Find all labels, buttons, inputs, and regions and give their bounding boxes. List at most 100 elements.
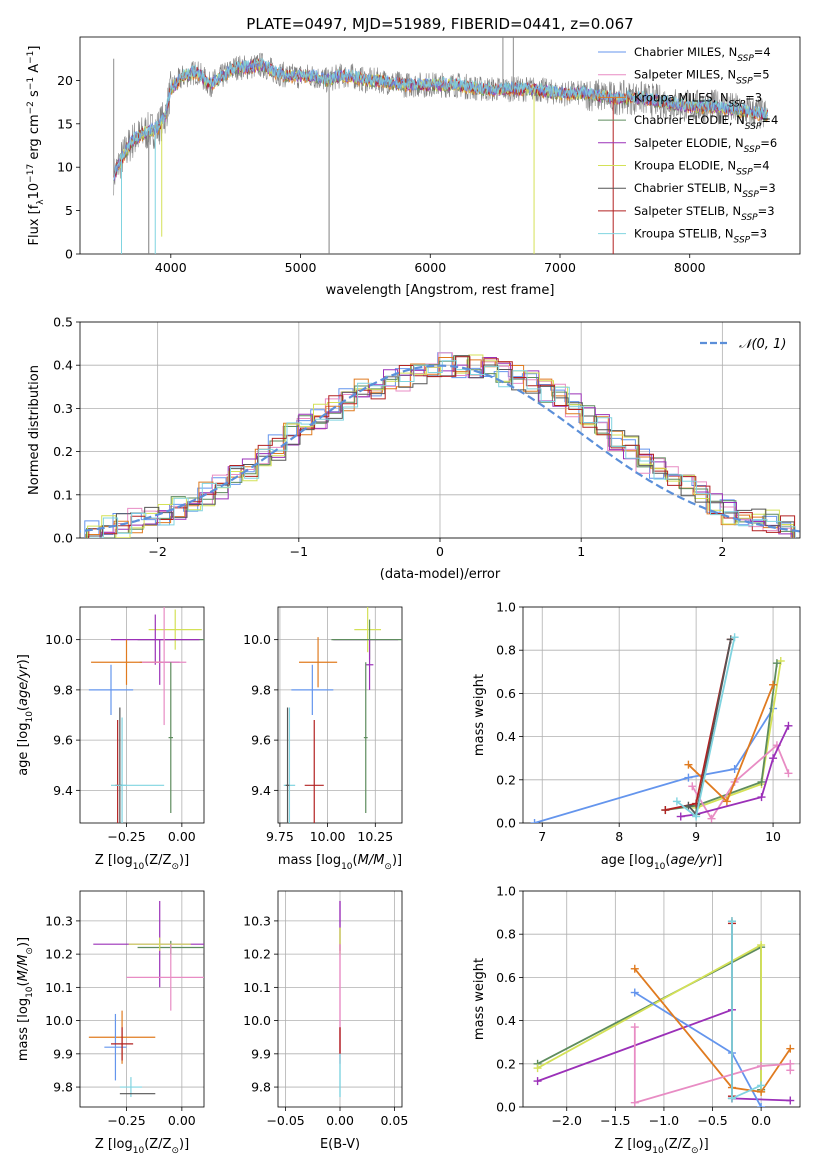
y-tick-label: 0.2: [496, 1056, 516, 1071]
label-part: =5: [753, 68, 770, 82]
histogram-y-label: Normed distribution: [27, 365, 42, 495]
label-part: age [log: [601, 853, 654, 868]
label-part: )]: [16, 654, 31, 664]
label-part: 10: [27, 183, 42, 200]
massweight_vs_age-series: [530, 633, 793, 823]
label-part: mass [log: [16, 998, 31, 1061]
x-tick-label: 4000: [155, 260, 187, 275]
legend-entry: Kroupa STELIB, NSSP=3: [634, 227, 767, 246]
label-part: Chabrier STELIB, N: [634, 181, 742, 195]
label-part: −17: [26, 164, 36, 183]
x-tick-label: 0: [436, 544, 444, 559]
y-tick-label: 10: [57, 160, 73, 175]
y-tick-label: 9.8: [251, 682, 271, 697]
mass_vs_Z-points: [88, 900, 204, 1098]
label-part: =4: [761, 113, 778, 127]
age_vs_mass-axes: 9.75 10.00 10.25 9.4 9.6 9.8 10.0 mass [log10(M…: [243, 606, 403, 872]
x-tick-label: 7000: [544, 260, 576, 275]
label-part: Z [log: [614, 1137, 652, 1152]
y-tick-label: 0.0: [496, 1100, 516, 1115]
label-part: s: [27, 90, 42, 101]
histogram-steps: [80, 352, 800, 538]
label-part: SSP: [742, 190, 759, 200]
label-part: Salpeter STELIB, N: [634, 204, 741, 218]
x-tick-label: −0.5: [697, 1113, 727, 1128]
label-part: =4: [753, 159, 770, 173]
legend-entry: Chabrier STELIB, NSSP=3: [634, 181, 776, 200]
spectrum-y-label: Flux [fλ10−17 erg cm−2 s−1 A−1]: [26, 46, 46, 246]
spectrum-axes: 4000 5000 6000 7000 8000 0 5 10 15 20 wavelength […: [26, 36, 801, 298]
weight-z-x-label: Z [log10(Z/Z⊙)]: [614, 1137, 708, 1156]
x-tick-label: −0.25: [107, 829, 145, 844]
label-part: =3: [759, 181, 776, 195]
y-tick-label: 0.0: [53, 531, 73, 546]
ebv-x-label: E(B-V): [320, 1137, 360, 1152]
age_vs_mass-points: [283, 607, 402, 823]
y-tick-label: 0.4: [496, 729, 516, 744]
histogram-frame: [79, 321, 801, 539]
label-part: −1: [26, 51, 36, 64]
y-tick-label: 9.4: [251, 783, 271, 798]
label-part: =3: [758, 204, 775, 218]
legend-entry: Salpeter MILES, NSSP=5: [634, 68, 770, 87]
y-tick-label: 0.3: [53, 401, 73, 416]
label-part: A: [27, 64, 42, 77]
label-part: =3: [745, 90, 762, 104]
label-part: (: [16, 706, 31, 711]
y-tick-label: 0.2: [496, 772, 516, 787]
spectrum-x-label: wavelength [Angstrom, rest frame]: [326, 283, 555, 298]
y-tick-label: 9.8: [251, 1080, 271, 1095]
x-tick-label: 9: [692, 829, 700, 844]
y-tick-label: 0.8: [496, 927, 516, 942]
y-tick-label: 0.4: [496, 1013, 516, 1028]
label-part: ⊙: [384, 862, 392, 872]
model-spectrum-line: [113, 58, 769, 177]
y-tick-label: 10.0: [243, 1013, 271, 1028]
x-tick-label: −2.0: [552, 1113, 582, 1128]
label-part: )]: [699, 1137, 709, 1152]
spectrum-frame: [79, 36, 801, 255]
weight-age-x-label: age [log10(age/yr)]: [601, 853, 723, 872]
y-tick-label: 10.1: [243, 980, 271, 995]
label-part: Z [log: [95, 853, 133, 868]
label-part: (Z/Z: [144, 1137, 171, 1152]
label-part: )]: [712, 853, 722, 868]
label-part: Chabrier ELODIE, N: [634, 113, 745, 127]
weight-series-line: [665, 639, 732, 811]
y-tick-label: 0.1: [53, 487, 73, 502]
label-part: age [log: [16, 723, 31, 776]
label-part: Flux [f: [27, 204, 42, 245]
mass_vs_Z-axes: −0.25 0.009.89.910.010.110.210.3Z [log10(…: [16, 890, 205, 1156]
massweight_vs_age-frame: [522, 606, 801, 824]
y-tick-label: 9.9: [53, 1046, 73, 1061]
y-tick-label: 0.6: [496, 970, 516, 985]
y-tick-label: 0.8: [496, 643, 516, 658]
age-mass-x-label: mass [log10(M/M⊙)]: [278, 853, 402, 872]
label-part: Kroupa STELIB, N: [634, 227, 734, 241]
label-part: 10: [25, 711, 35, 723]
label-part: ⊙: [171, 1146, 179, 1156]
label-part: =4: [754, 45, 771, 59]
weight-series-line: [665, 663, 778, 811]
y-tick-label: 15: [57, 116, 73, 131]
x-tick-label: −1.0: [649, 1113, 679, 1128]
y-tick-label: 0.2: [53, 444, 73, 459]
x-tick-label: 7: [538, 829, 546, 844]
mass-weight-y-label: mass weight: [472, 958, 487, 1040]
label-part: )]: [16, 937, 31, 947]
y-tick-label: 10.1: [45, 980, 73, 995]
weight-series-line: [537, 943, 762, 1092]
y-tick-label: 9.6: [251, 733, 271, 748]
label-part: Kroupa ELODIE, N: [634, 159, 736, 173]
label-part: 10: [133, 1146, 145, 1156]
label-part: )]: [392, 853, 402, 868]
y-tick-label: 9.4: [53, 783, 73, 798]
legend-entry: Salpeter ELODIE, NSSP=6: [634, 136, 777, 155]
y-tick-label: 5: [65, 203, 73, 218]
label-part: Z [log: [95, 1137, 133, 1152]
residual_hist-axes: −2 −1 0 1 2 0.0 0.1 0.2 0.3 0.4 0.5 (data-model)/er…: [27, 315, 801, 582]
y-tick-label: 0: [65, 247, 73, 262]
label-part: 10: [133, 862, 145, 872]
